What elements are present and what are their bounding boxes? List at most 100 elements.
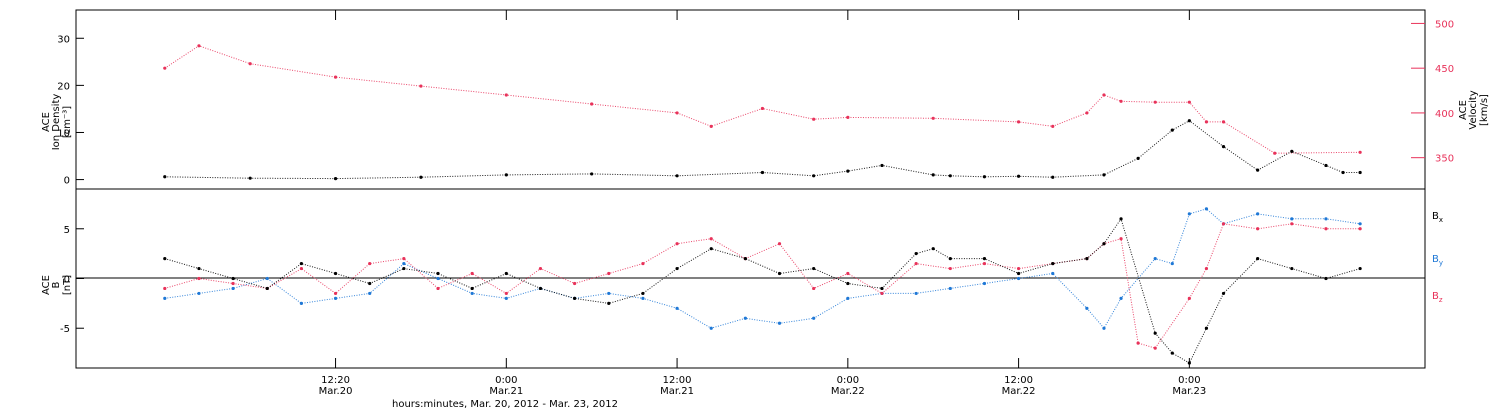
bz-series-point-0: [163, 286, 167, 291]
top-right-axis-label: ACE Velocity [km/s]: [1458, 90, 1490, 129]
bx-series-point-33: [1187, 361, 1191, 365]
velocity-series-point-3: [333, 75, 338, 79]
density-ylabel-line2: Ion Density: [51, 94, 62, 151]
velocity-ylabel-line3: [km/s]: [1479, 94, 1490, 126]
density-series-point-22: [1290, 149, 1294, 153]
bz-series-point-14: [641, 261, 645, 266]
density-series-point-12: [948, 174, 952, 178]
bx-series-point-4: [299, 261, 304, 266]
bz-series-point-18: [777, 242, 782, 246]
by-series-point-17: [743, 316, 747, 320]
density-series-point-15: [1051, 175, 1055, 179]
bx-series-point-0: [163, 257, 167, 261]
by-series-point-0: [163, 296, 167, 300]
bx-series-point-12: [573, 296, 577, 300]
bx-series-point-7: [402, 266, 406, 271]
bz-series-point-31: [1153, 346, 1157, 350]
bx-series: [163, 217, 1362, 365]
density-ytick-label-0: 0: [64, 176, 70, 187]
density-series-point-9: [846, 169, 850, 173]
by-series-point-7: [402, 261, 406, 266]
velocity-ytick-label-0: 350: [1435, 154, 1454, 165]
xtick-label-time-5: 0:00: [1178, 375, 1200, 386]
velocity-series-point-18: [1153, 100, 1157, 104]
bx-series-point-36: [1256, 257, 1260, 261]
xtick-label-time-4: 12:00: [1004, 375, 1033, 386]
velocity-series-point-21: [1221, 120, 1226, 124]
xtick-label-date-4: Mar.22: [1002, 386, 1036, 397]
legend-bz: Bz: [1432, 291, 1443, 304]
xtick-label-date-3: Mar.22: [831, 386, 865, 397]
density-series-point-0: [163, 175, 167, 179]
xtick-label-time-2: 12:00: [663, 375, 692, 386]
bx-series-point-39: [1358, 266, 1362, 271]
by-series-point-20: [846, 296, 850, 300]
bz-series-point-36: [1290, 222, 1294, 226]
velocity-series-point-22: [1273, 151, 1277, 155]
velocity-series-line: [164, 45, 1361, 154]
density-ylabel-line3: [cm⁻³]: [62, 106, 73, 138]
by-series-point-38: [1358, 222, 1362, 226]
bz-series-line: [164, 223, 1361, 349]
b-ylabel-line2: B: [51, 281, 62, 288]
bz-series-point-8: [436, 286, 440, 291]
xtick-label-date-2: Mar.21: [660, 386, 694, 397]
density-series: [163, 119, 1362, 181]
velocity-ytick-label-1: 400: [1435, 109, 1454, 120]
bz-series-point-24: [982, 261, 987, 266]
bz-series-point-34: [1221, 222, 1226, 226]
bx-series-point-2: [231, 276, 235, 281]
density-series-point-4: [504, 173, 508, 177]
x-axis-title: hours:minutes, Mar. 20, 2012 - Mar. 23, …: [392, 399, 618, 410]
xtick-label-date-0: Mar.20: [319, 386, 353, 397]
bz-series-point-29: [1119, 237, 1123, 241]
density-ytick-label-2: 20: [57, 81, 70, 92]
legend-bx: Bx: [1432, 211, 1443, 224]
velocity-series-point-6: [590, 102, 594, 106]
density-ylabel-line1: ACE: [41, 112, 52, 132]
xtick-label-time-3: 0:00: [837, 375, 859, 386]
density-series-line: [164, 120, 1361, 180]
bz-series-point-35: [1256, 227, 1260, 231]
by-series-point-33: [1204, 207, 1209, 211]
density-series-point-16: [1102, 173, 1106, 177]
velocity-series: [163, 44, 1362, 155]
density-series-point-8: [812, 174, 816, 178]
b-legend: Bx By Bz: [1432, 211, 1443, 304]
bx-series-point-22: [914, 252, 918, 256]
density-series-point-5: [590, 172, 594, 176]
b-ytick-label-0: -5: [60, 324, 70, 335]
by-series-point-36: [1290, 217, 1294, 221]
velocity-ylabel-line2: Velocity: [1468, 90, 1479, 129]
bottom-left-axis-label: ACE B [nT]: [41, 275, 73, 295]
xtick-label-date-5: Mar.23: [1172, 386, 1206, 397]
bz-series-point-25: [1016, 266, 1021, 271]
b-ytick-label-2: 5: [64, 225, 70, 236]
bz-series-point-7: [402, 257, 406, 261]
velocity-series-point-23: [1358, 150, 1362, 154]
bx-series-point-11: [538, 286, 543, 291]
ticks-layer: 0102030350400450500-50512:20Mar.200:00Ma…: [57, 10, 1454, 397]
density-series-point-6: [675, 174, 679, 178]
by-series-point-15: [675, 306, 679, 310]
bx-series-point-16: [709, 247, 713, 251]
velocity-series-point-4: [419, 84, 423, 88]
by-series-point-5: [333, 296, 338, 300]
bx-series-point-13: [607, 301, 611, 305]
b-ylabel-line1: ACE: [41, 275, 52, 295]
by-series-point-1: [197, 291, 201, 296]
bz-series-point-38: [1358, 227, 1362, 231]
xtick-label-time-0: 12:20: [321, 375, 350, 386]
by-series-point-3: [265, 276, 269, 281]
velocity-ytick-label-3: 500: [1435, 19, 1454, 30]
by-series: [163, 207, 1362, 330]
by-series-point-32: [1187, 212, 1191, 216]
b-ylabel-line3: [nT]: [62, 275, 73, 295]
by-series-point-25: [1016, 276, 1021, 281]
velocity-ylabel-line1: ACE: [1458, 100, 1469, 120]
density-series-point-3: [419, 175, 423, 179]
density-series-point-13: [982, 175, 987, 179]
xtick-label-date-1: Mar.21: [489, 386, 523, 397]
by-series-point-2: [231, 286, 235, 291]
